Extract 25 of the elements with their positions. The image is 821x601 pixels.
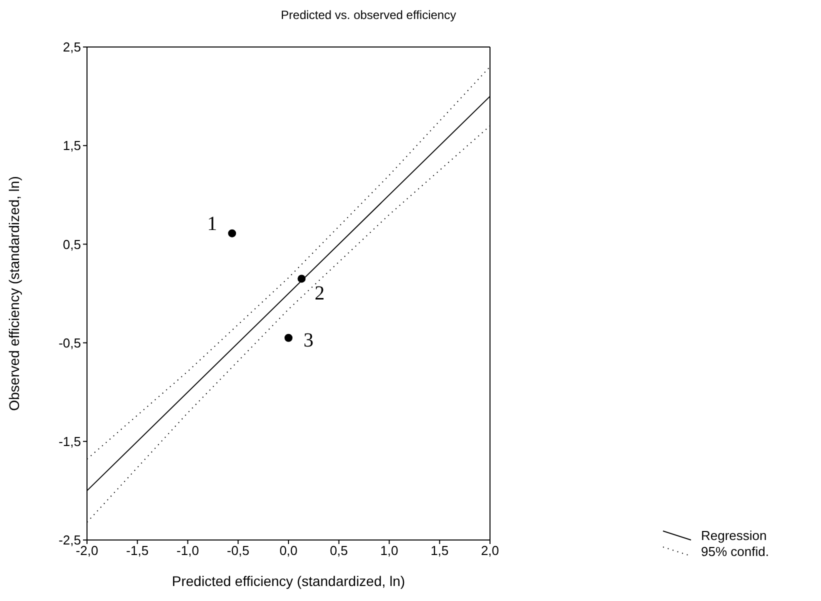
y-tick-label: 0,5 bbox=[62, 236, 81, 252]
x-tick-label: 2,0 bbox=[480, 543, 500, 558]
annotation: 1 bbox=[207, 212, 218, 235]
x-tick-label: 1,5 bbox=[430, 543, 449, 558]
legend-label: Regression bbox=[701, 528, 767, 542]
x-axis-title: Predicted efficiency (standardized, ln) bbox=[172, 573, 406, 589]
y-tick-label: -2,5 bbox=[58, 532, 81, 548]
legend-label: 95% confid. bbox=[701, 544, 769, 558]
annotation: 2 bbox=[314, 282, 325, 304]
y-axis-title: Observed efficiency (standardized, ln) bbox=[6, 176, 22, 411]
x-tick-label: -1,0 bbox=[176, 543, 199, 558]
point bbox=[298, 274, 306, 283]
x-tick-label: 0,5 bbox=[330, 543, 348, 558]
y-tick-label: -0,5 bbox=[58, 335, 81, 350]
y-tick-label: 1,5 bbox=[62, 138, 81, 154]
point bbox=[284, 334, 292, 342]
x-tick-label: 0,0 bbox=[279, 543, 298, 558]
x-tick-label: -0,5 bbox=[226, 543, 250, 558]
x-tick-label: 1,0 bbox=[380, 543, 398, 558]
chart-title: Predicted vs. observed efficiency bbox=[280, 8, 458, 22]
annotation: 3 bbox=[304, 329, 314, 352]
x-tick-label: -1,5 bbox=[126, 543, 149, 558]
point bbox=[228, 229, 236, 238]
y-tick-label: -1,5 bbox=[58, 434, 81, 450]
y-tick-label: 2,5 bbox=[62, 40, 81, 55]
